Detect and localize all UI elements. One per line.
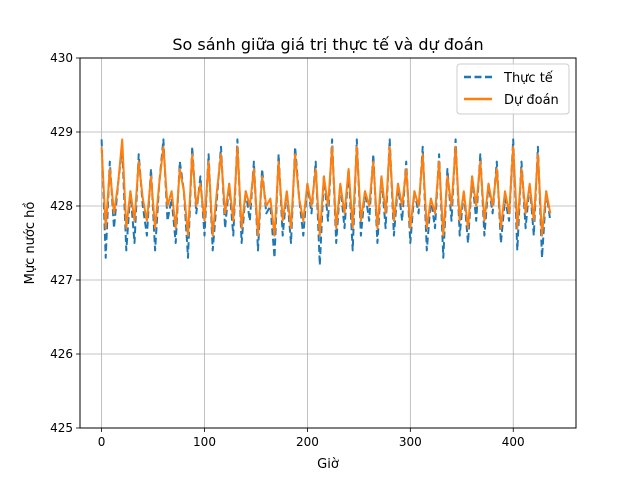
series-line-predicted xyxy=(100,138,552,237)
y-tick-label: 429 xyxy=(50,125,73,139)
y-axis-label: Mực nước hồ xyxy=(23,202,38,285)
legend-label-predicted: Dự đoán xyxy=(504,93,559,108)
series-layer xyxy=(100,138,552,267)
y-tick-label: 428 xyxy=(50,199,73,213)
x-tick-label: 300 xyxy=(399,435,422,449)
axes-frame xyxy=(79,57,577,429)
y-tick-label: 427 xyxy=(50,273,73,287)
x-tick-label: 400 xyxy=(502,435,525,449)
x-tick-label: 200 xyxy=(296,435,319,449)
legend-label-actual: Thực tế xyxy=(503,71,553,86)
y-tick-label: 426 xyxy=(50,347,73,361)
series-line-actual xyxy=(100,138,552,267)
x-tick-label: 0 xyxy=(98,435,106,449)
x-tick-label: 100 xyxy=(193,435,216,449)
legend: Thực tế Dự đoán xyxy=(456,63,570,115)
y-tick-label: 425 xyxy=(50,421,73,435)
y-tick-label: 430 xyxy=(50,51,73,65)
ticks: 0 100 200 300 400 425 426 427 428 429 430 xyxy=(50,51,525,449)
chart-title: So sánh giữa giá trị thực tế và dự đoán xyxy=(172,35,483,54)
x-axis-label: Giờ xyxy=(317,457,339,472)
